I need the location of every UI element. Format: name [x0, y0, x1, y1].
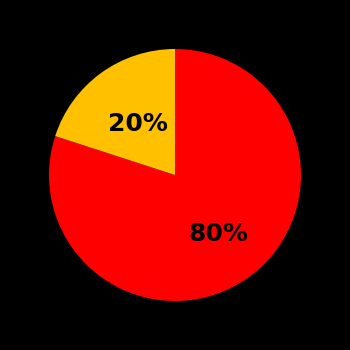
Text: 20%: 20% [108, 112, 168, 136]
Text: 80%: 80% [188, 222, 248, 246]
Wedge shape [55, 49, 175, 175]
Wedge shape [49, 49, 301, 301]
